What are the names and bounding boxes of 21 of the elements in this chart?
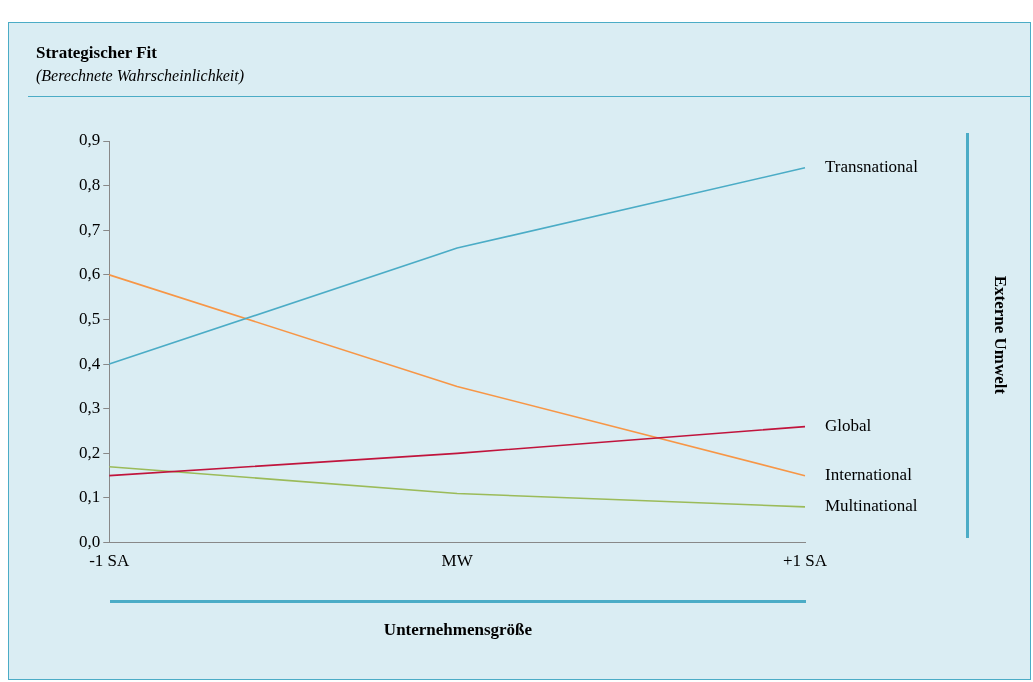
x-tick-label: -1 SA: [89, 551, 131, 571]
y-tick-label: 0,6: [79, 264, 101, 284]
y-tick-label: 0,9: [79, 130, 101, 150]
chart-title: Strategischer Fit: [36, 43, 158, 63]
y-tick-label: 0,3: [79, 398, 101, 418]
y-tick-label: 0,4: [79, 353, 101, 373]
chart-subtitle: (Berechnete Wahrscheinlichkeit): [36, 67, 245, 85]
series-label: Multinational: [825, 496, 918, 516]
legend-title: Externe Umwelt: [990, 275, 1010, 395]
y-tick-label: 0,1: [79, 487, 101, 507]
y-tick-label: 0,0: [79, 532, 101, 552]
x-tick-label: MW: [441, 551, 474, 571]
x-tick-label: +1 SA: [782, 551, 828, 571]
series-label: Transnational: [825, 157, 919, 177]
y-tick-label: 0,7: [79, 219, 101, 239]
y-tick-label: 0,8: [79, 175, 101, 195]
y-tick-label: 0,2: [79, 442, 101, 462]
series-label: International: [825, 465, 913, 485]
series-label: Global: [825, 416, 872, 436]
x-axis-title: Unternehmensgröße: [382, 620, 534, 640]
y-tick-label: 0,5: [79, 308, 101, 328]
